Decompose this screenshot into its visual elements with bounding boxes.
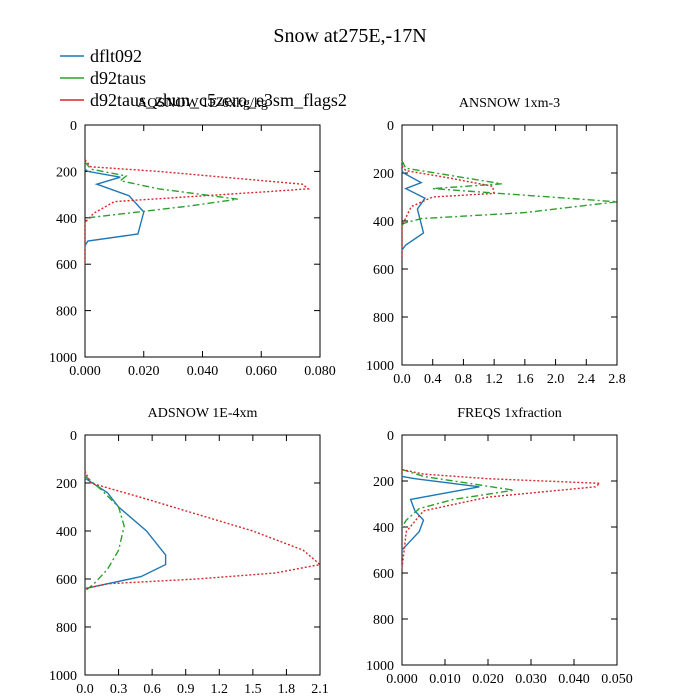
y-tick-label: 200 [373,167,394,182]
axes-frame [401,124,618,366]
y-tick-label: 400 [56,212,77,227]
y-tick-label: 800 [373,311,394,326]
x-tick-label: 1.5 [244,682,262,697]
x-tick-label: 0.9 [177,682,195,697]
legend: dflt092 d92taus d92taus_zhun_c5zero_e3sm… [60,46,347,110]
y-tick-label: 600 [56,573,77,588]
x-tick-label: 0.3 [110,682,128,697]
y-tick-label: 0 [70,429,77,444]
legend-entry-d92taus: d92taus [60,68,146,88]
y-tick-label: 200 [373,475,394,490]
y-tick-label: 400 [56,525,77,540]
axes-frame [84,124,321,358]
axes-frame [401,434,618,666]
x-tick-label: 0.000 [386,672,418,687]
x-tick-label: 1.6 [516,372,534,387]
x-tick-label: 2.1 [311,682,329,697]
x-tick-label: 0.000 [69,364,101,379]
x-tick-label: 1.8 [278,682,296,697]
y-tick-label: 600 [373,567,394,582]
x-tick-label: 0.080 [304,364,336,379]
panel-title: ADSNOW 1E-4xm [148,406,258,421]
x-tick-label: 0.4 [424,372,442,387]
series-line-dflt092 [401,170,427,251]
series-line-d92taus [84,161,238,223]
y-tick-label: 800 [56,621,77,636]
x-tick-label: 2.0 [547,372,565,387]
legend-label: dflt092 [90,46,142,66]
x-tick-label: 0.040 [187,364,219,379]
x-tick-label: 1.2 [211,682,229,697]
x-tick-label: 2.8 [608,372,626,387]
series-line-dflt092 [84,477,167,590]
series-line-dflt092 [401,475,480,551]
series-line-dflt092 [84,168,145,246]
y-tick-label: 400 [373,215,394,230]
series-line-d92taus-zhun-c5zero-e3sm-flags2 [84,470,322,590]
series-line-d92taus-zhun-c5zero-e3sm-flags2 [401,468,602,569]
series-line-d92taus [401,468,514,528]
legend-entry-dflt092: dflt092 [60,46,142,66]
x-tick-label: 0.030 [515,672,547,687]
y-tick-label: 800 [373,613,394,628]
legend-label: d92taus_zhun_c5zero_e3sm_flags2 [90,90,347,110]
y-tick-label: 600 [373,263,394,278]
axes-frame [84,434,321,676]
series-line-d92taus [84,475,125,592]
panel-title: FREQS 1xfraction [457,406,562,421]
x-tick-label: 0.020 [472,672,504,687]
x-tick-label: 0.010 [429,672,461,687]
x-tick-label: 0.060 [246,364,278,379]
legend-label: d92taus [90,68,146,88]
y-tick-label: 200 [56,477,77,492]
x-tick-label: 0.0 [76,682,94,697]
y-tick-label: 0 [387,119,394,134]
series-line-d92taus [401,160,618,227]
y-tick-label: 1000 [366,659,394,674]
x-tick-label: 0.050 [601,672,633,687]
y-tick-label: 0 [70,119,77,134]
legend-entry-d92taus-zhun-c5zero-e3sm-flags2: d92taus_zhun_c5zero_e3sm_flags2 [60,90,347,110]
y-tick-label: 200 [56,165,77,180]
x-tick-label: 0.6 [143,682,161,697]
y-tick-label: 0 [387,429,394,444]
y-tick-label: 1000 [49,669,77,684]
x-tick-label: 0.8 [455,372,473,387]
figure-title: Snow at275E,-17N [273,25,426,47]
x-tick-label: 2.4 [578,372,596,387]
series-line-d92taus-zhun-c5zero-e3sm-flags2 [84,159,311,265]
x-tick-label: 0.020 [128,364,160,379]
y-tick-label: 1000 [49,351,77,366]
panel-title: ANSNOW 1xm-3 [459,96,560,111]
y-tick-label: 600 [56,258,77,273]
y-tick-label: 1000 [366,359,394,374]
x-tick-label: 1.2 [485,372,503,387]
series-line-d92taus-zhun-c5zero-e3sm-flags2 [401,165,495,260]
panel-title: AQSNOW 1E-6xkg/kg [137,96,268,111]
x-tick-label: 0.040 [558,672,590,687]
y-tick-label: 800 [56,305,77,320]
y-tick-label: 400 [373,521,394,536]
x-tick-label: 0.0 [393,372,411,387]
